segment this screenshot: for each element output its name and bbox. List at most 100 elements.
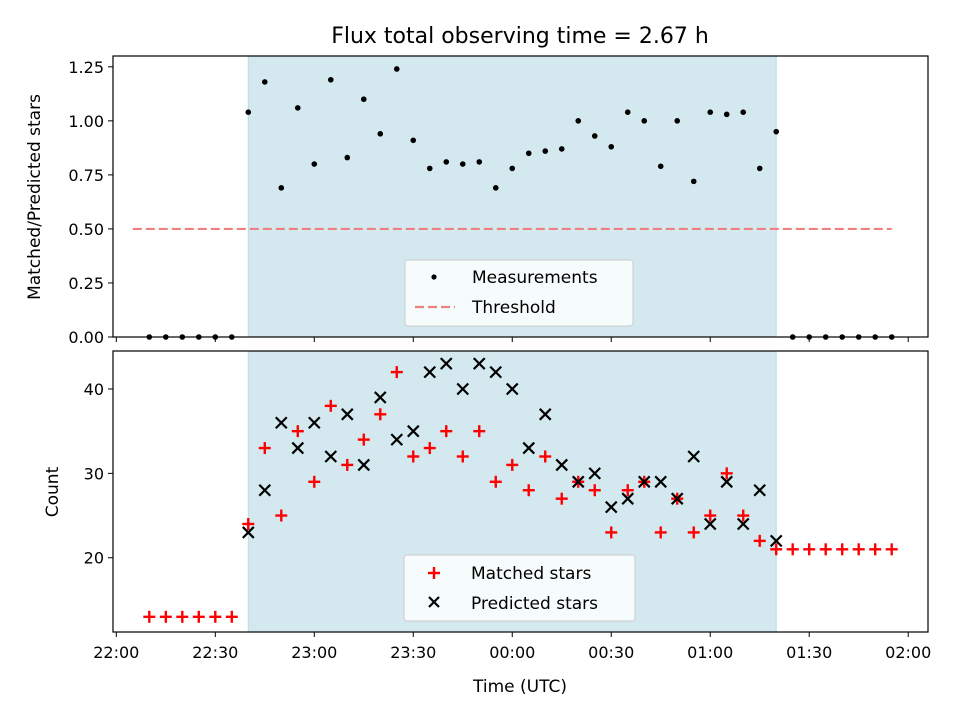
matched-star-point [605,526,618,539]
measurement-point [657,163,664,170]
measurement-point [476,159,483,165]
matched-star-point [704,509,717,522]
predicted-star-point [522,441,536,455]
predicted-star-point [753,483,766,497]
matched-star-point [390,366,403,379]
x-stroke-b [621,492,635,505]
legend-predicted-label: Predicted stars [471,594,598,614]
measurement-point [360,96,367,103]
matched-star-point [159,610,172,623]
predicted-star-point [538,408,552,421]
predicted-star-point [505,382,519,396]
matched-star-point [291,425,304,438]
matched-star-point [770,543,783,556]
predicted-star-point [242,526,255,539]
x-stroke-b [472,357,486,370]
predicted-star-point [687,450,701,463]
matched-star-point [852,543,865,556]
measurement-point [624,109,631,115]
matched-star-point [819,543,832,556]
measurement-point [393,66,400,72]
y-tick-label: 20 [84,549,104,568]
bottom-points-layer [143,357,898,623]
predicted-star-point [588,467,602,480]
x-stroke-b [307,416,321,430]
matched-star-point [753,534,766,547]
y-tick-label: 40 [84,380,104,399]
matched-star-point [242,517,255,530]
predicted-star-point [736,517,750,531]
predicted-star-point [621,492,635,505]
x-stroke-b [242,526,255,539]
predicted-star-point [720,475,734,489]
matched-star-point [308,475,321,488]
matched-star-point [720,467,733,480]
bottom-x-ticks: 22:00 22:30 23:00 23:30 00:00 00:30 01:00 01:30… [93,632,931,662]
matched-star-point [440,425,453,438]
measurement-point [278,185,285,191]
predicted-star-point [291,441,305,455]
x-stroke-b [390,433,404,446]
matched-star-point [209,610,222,623]
x-stroke-b [439,357,453,370]
matched-star-point [836,543,849,556]
measurement-point [311,161,318,167]
measurement-point [773,128,780,135]
matched-star-point [555,492,568,505]
measurement-point [542,148,549,154]
y-tick-label: 0.25 [68,274,104,293]
bottom-y-axis-label: Count [43,466,63,517]
legend-measurements-label: Measurements [472,268,598,288]
top-panel: 0.00 0.25 0.50 0.75 1.00 1.25 Matched/Predict… [25,55,929,347]
measurement-point [377,131,384,137]
matched-star-point [275,509,288,522]
x-stroke-b [373,391,387,404]
legend-measurements-marker [431,274,437,280]
measurement-point [344,154,351,161]
predicted-star-point [423,365,437,379]
x-tick-label: 01:30 [786,643,832,662]
predicted-star-point [670,492,684,505]
x-stroke-b [423,365,437,379]
measurement-point [410,137,417,144]
legend-matched-label: Matched stars [471,564,591,584]
top-legend: Measurements Threshold [404,259,634,327]
chart-title: Flux total observing time = 2.67 h [331,24,709,49]
top-y-ticks: 0.00 0.25 0.50 0.75 1.00 1.25 [68,58,113,347]
predicted-star-point [439,357,453,370]
bottom-axes-frame [112,350,929,633]
measurement-point [575,118,582,124]
matched-star-point [869,543,882,556]
measurement-point [723,111,730,118]
predicted-star-point [357,458,371,472]
x-stroke-b [604,500,618,514]
x-tick-label: 22:30 [192,643,238,662]
matched-star-point [885,543,898,556]
x-stroke-b [522,441,536,455]
x-stroke-b [736,517,750,531]
matched-star-point [176,610,189,623]
measurement-point [740,109,747,115]
measurement-point [459,161,466,167]
top-x-ticks [115,337,909,342]
x-stroke-b [489,365,503,379]
matched-star-point [407,450,420,463]
x-stroke-b [703,517,717,531]
measurement-point [261,79,268,85]
measurement-point [294,105,301,111]
predicted-star-point [340,408,354,421]
matched-star-point [522,484,535,497]
x-tick-label: 23:00 [291,643,337,662]
matched-star-point [324,399,337,412]
x-stroke-b [406,424,420,438]
top-y-axis-label: Matched/Predicted stars [25,94,45,300]
matched-star-point [489,475,502,488]
legend-threshold-label: Threshold [471,298,556,318]
bottom-legend: Matched stars Predicted stars [403,554,636,622]
x-stroke-b [769,534,783,548]
matched-star-point [456,450,469,463]
matched-star-point [258,442,271,455]
measurement-point [443,159,450,165]
top-legend-box [404,259,634,327]
predicted-star-point [769,534,783,548]
